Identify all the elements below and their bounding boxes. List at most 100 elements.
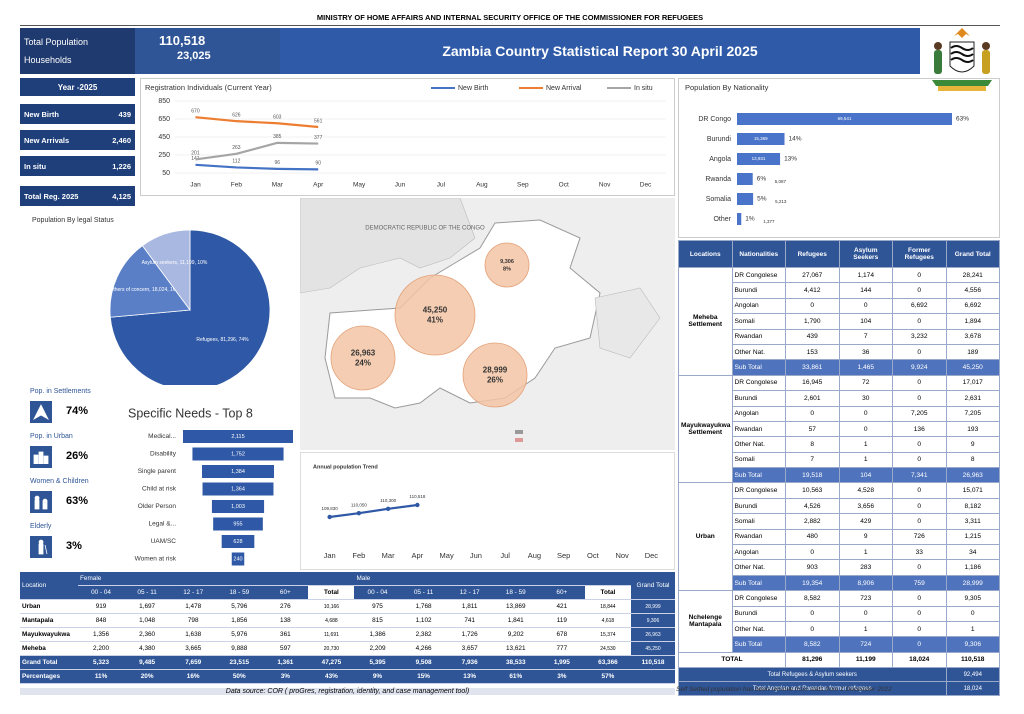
- x-tick-label: Mar: [382, 551, 395, 560]
- number-cell: 1,768: [400, 599, 447, 614]
- location-cell: Meheba Settlement: [678, 267, 733, 376]
- number-cell: 16,945: [785, 374, 840, 392]
- indicator-label: Elderly: [30, 523, 52, 530]
- location-bubble: [484, 242, 530, 288]
- funnel-bar: [231, 552, 245, 566]
- indicator-label: Pop. in Settlements: [30, 388, 91, 395]
- y-tick-label: 650: [158, 116, 170, 123]
- number-cell: 1,841: [492, 613, 539, 628]
- legend-label: New Arrival: [546, 85, 582, 92]
- number-cell: 9,305: [945, 590, 1000, 607]
- pie-slice: [109, 245, 191, 318]
- x-tick-label: Mar: [272, 182, 284, 189]
- number-cell: 0: [892, 451, 947, 469]
- number-cell: 1,361: [262, 655, 309, 670]
- number-cell: 4,266: [400, 641, 447, 656]
- table-row: Other Nat. 153 36 0 189: [679, 343, 1000, 361]
- nationality-cell: Rwandan: [731, 328, 786, 345]
- location-cell: Mayukwayukwa Settlement: [678, 374, 733, 484]
- data-label: 112: [232, 159, 240, 165]
- funnel-bar: [183, 430, 293, 443]
- number-cell: 9,202: [492, 627, 539, 642]
- column-header: Asylum Seekers: [838, 240, 893, 268]
- number-cell: 1,215: [945, 528, 1000, 546]
- demographics-table: Location Female Male Grand Total 00 - 04 05 -…: [20, 572, 675, 684]
- number-cell: 0: [838, 420, 893, 438]
- tile-value: 439: [118, 109, 131, 119]
- percent-cell: 9%: [354, 669, 401, 684]
- neighbour-area: [594, 287, 661, 359]
- number-cell: 7,659: [170, 655, 217, 670]
- series-line: [195, 116, 319, 129]
- number-cell: 20,730: [308, 641, 355, 656]
- indicator-icon: [30, 536, 52, 558]
- chart-title: Specific Needs - Top 8: [128, 406, 253, 420]
- number-cell: 1,856: [216, 613, 263, 628]
- number-cell: 0: [785, 405, 840, 422]
- x-tick-label: Apr: [313, 182, 324, 189]
- x-tick-label: Dec: [640, 182, 652, 189]
- number-cell: 4,380: [124, 641, 171, 656]
- data-label: 626: [232, 112, 241, 118]
- number-cell: 57: [785, 420, 840, 438]
- nationality-cell: Burundi: [731, 282, 786, 299]
- indicator-value: 74%: [66, 405, 89, 417]
- number-cell: 28,999: [631, 599, 675, 614]
- year-label: Year -2025: [20, 78, 135, 96]
- percent-cell: 20%: [124, 669, 171, 684]
- report-title: Zambia Country Statistical Report 30 Apr…: [280, 28, 920, 74]
- pie-slice: [141, 229, 191, 312]
- funnel-bar: [221, 535, 255, 548]
- nationality-cell: Other Nat.: [731, 559, 786, 576]
- percent-label: 6%: [757, 176, 767, 183]
- percent-cell: 57%: [584, 669, 631, 684]
- category-label: UAM/SC: [151, 538, 177, 545]
- number-cell: 4,556: [945, 282, 1000, 299]
- total-population: 110,518: [159, 33, 206, 48]
- number-cell: 72: [838, 374, 893, 392]
- number-cell: 9: [945, 436, 1000, 453]
- data-label: 2,115: [231, 434, 244, 440]
- number-cell: 7,205: [892, 405, 947, 422]
- number-cell: 2,382: [400, 627, 447, 642]
- legend-swatch: [515, 438, 523, 442]
- number-cell: 1,186: [945, 559, 1000, 576]
- location-header: Location: [20, 572, 78, 600]
- total-cell: 81,296: [785, 651, 840, 669]
- category-label: Women at risk: [135, 556, 177, 563]
- data-label: 1,377: [763, 219, 775, 224]
- data-row: Mayukwayukwa 1,356 2,360 1,638 5,976 361 11,69…: [20, 627, 675, 642]
- location-cell: Nchelenge Mantapala: [678, 590, 733, 653]
- bar: [737, 173, 753, 185]
- age-header: 05 - 11: [400, 585, 447, 600]
- number-cell: 0: [892, 313, 947, 330]
- specific-needs-chart: Specific Needs - Top 8 Medical... 2,115 Dis…: [128, 406, 293, 566]
- age-header: 00 - 04: [78, 585, 125, 600]
- summary-value: 92,494: [945, 667, 1000, 683]
- number-cell: 1: [838, 451, 893, 469]
- grand-total-row: Grand Total 5,323 9,485 7,659 23,515 1,361 47,…: [20, 655, 675, 670]
- number-cell: 1,790: [785, 313, 840, 330]
- households: 23,025: [177, 50, 211, 62]
- number-cell: 2,360: [124, 627, 171, 642]
- category-label: Other: [713, 216, 731, 223]
- age-header: 18 - 59: [216, 585, 263, 600]
- age-header: 60+: [538, 585, 585, 600]
- number-cell: 8,182: [945, 497, 1000, 515]
- category-label: Angola: [709, 156, 731, 163]
- number-cell: 193: [945, 420, 1000, 438]
- number-cell: 3,678: [945, 328, 1000, 345]
- age-header: 12 - 17: [446, 585, 493, 600]
- number-cell: 2,601: [785, 390, 840, 407]
- number-cell: 1: [838, 544, 893, 561]
- number-cell: 798: [170, 613, 217, 628]
- bar: [737, 133, 785, 145]
- location-cell: Urban: [678, 482, 733, 592]
- subtotal-cell: 45,250: [945, 359, 1000, 376]
- funnel-bar: [211, 500, 265, 513]
- subtotal-cell: 8,582: [785, 636, 840, 653]
- nationality-cell: Burundi: [731, 605, 786, 622]
- bar: [737, 153, 781, 165]
- number-cell: 848: [78, 613, 125, 628]
